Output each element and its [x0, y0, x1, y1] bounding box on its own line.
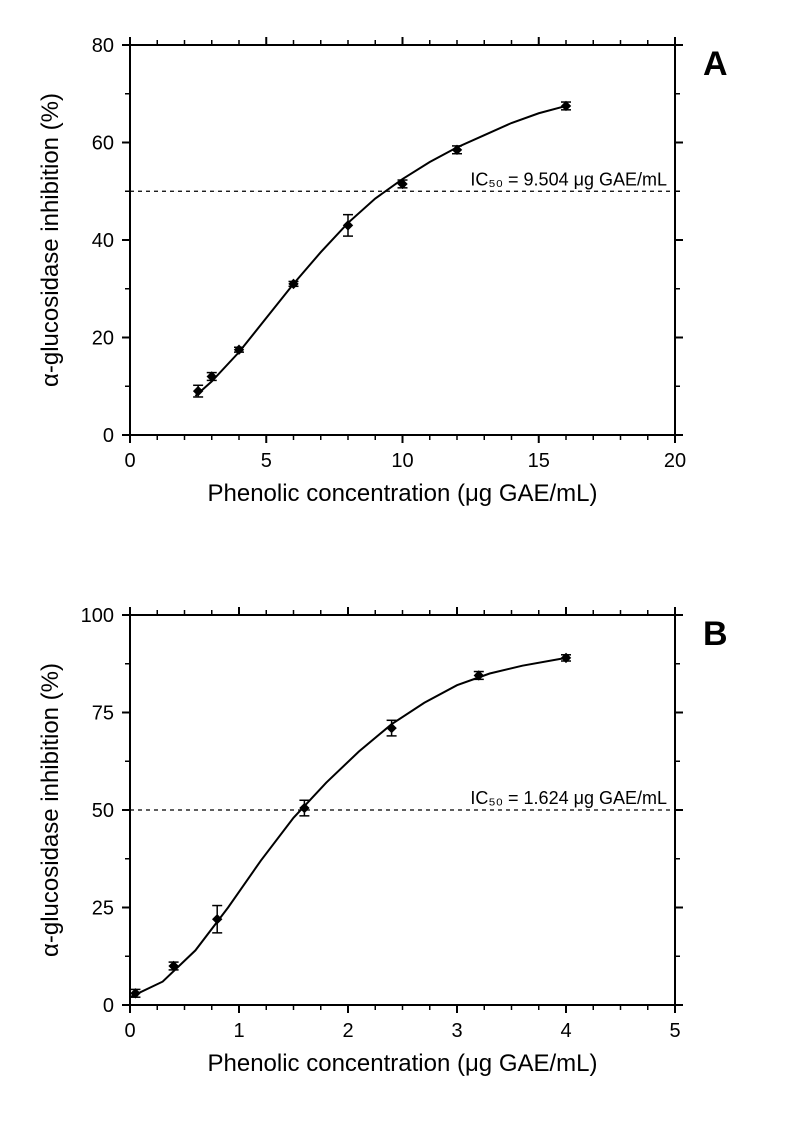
y-tick-label: 80	[92, 35, 114, 57]
x-tick-label: 4	[560, 1020, 571, 1042]
data-point	[300, 804, 309, 813]
x-tick-label: 2	[342, 1020, 353, 1042]
ic50-label: IC₅₀ = 1.624 μg GAE/mL	[470, 788, 667, 808]
x-tick-label: 10	[391, 450, 413, 472]
data-point	[194, 387, 203, 396]
panel-letter: A	[703, 45, 728, 83]
y-tick-label: 50	[92, 800, 114, 822]
x-tick-label: 20	[664, 450, 686, 472]
x-tick-label: 5	[261, 450, 272, 472]
x-tick-label: 15	[528, 450, 550, 472]
fitted-curve	[195, 106, 566, 396]
y-tick-label: 60	[92, 133, 114, 155]
x-axis-label: Phenolic concentration (μg GAE/mL)	[207, 1050, 597, 1077]
y-tick-label: 0	[103, 425, 114, 447]
x-tick-label: 1	[233, 1020, 244, 1042]
figure: 05101520020406080IC₅₀ = 9.504 μg GAE/mLP…	[0, 0, 793, 1124]
panel-A: 0 5 10 15 20 0 20 40 60 80 IC₅₀ = 9.504 μg GAE/mL P…	[37, 35, 728, 507]
y-tick-label: 20	[92, 328, 114, 350]
y-tick-label: 40	[92, 230, 114, 252]
fitted-curve	[130, 658, 566, 997]
ic50-label: IC₅₀ = 9.504 μg GAE/mL	[470, 169, 667, 189]
x-tick-label: 0	[124, 450, 135, 472]
y-axis-label: α-glucosidase inhibition (%)	[37, 93, 64, 387]
y-tick-label: 0	[103, 995, 114, 1017]
data-point	[344, 221, 353, 230]
x-tick-label: 3	[451, 1020, 462, 1042]
y-tick-label: 25	[92, 898, 114, 920]
x-axis-label: Phenolic concentration (μg GAE/mL)	[207, 480, 597, 507]
y-tick-label: 75	[92, 703, 114, 725]
panel-letter: B	[703, 615, 728, 653]
y-axis-label: α-glucosidase inhibition (%)	[37, 663, 64, 957]
data-point	[387, 724, 396, 733]
panel-B: 0123450255075100IC₅₀ = 1.624 μg GAE/mLPh…	[37, 605, 728, 1077]
x-tick-label: 0	[124, 1020, 135, 1042]
y-tick-label: 100	[81, 605, 114, 627]
x-tick-label: 5	[669, 1020, 680, 1042]
